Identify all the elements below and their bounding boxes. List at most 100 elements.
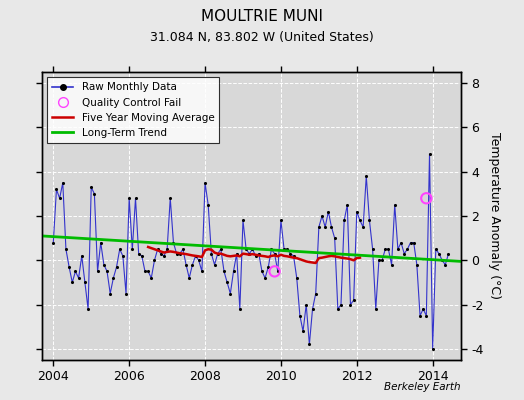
Point: [147, 275, 156, 281]
Point: [419, 306, 428, 312]
Point: [106, 290, 114, 297]
Point: [118, 253, 127, 259]
Point: [422, 195, 431, 202]
Point: [328, 224, 336, 230]
Point: [169, 239, 178, 246]
Point: [375, 257, 383, 264]
Point: [179, 246, 187, 252]
Point: [274, 268, 282, 274]
Point: [334, 306, 342, 312]
Text: 31.084 N, 83.802 W (United States): 31.084 N, 83.802 W (United States): [150, 31, 374, 44]
Point: [210, 262, 219, 268]
Point: [356, 217, 364, 224]
Point: [390, 202, 399, 208]
Point: [230, 268, 238, 274]
Point: [125, 195, 134, 202]
Point: [286, 250, 294, 257]
Point: [296, 312, 304, 319]
Point: [264, 264, 272, 270]
Point: [362, 173, 370, 179]
Point: [400, 250, 408, 257]
Point: [132, 195, 140, 202]
Point: [233, 250, 241, 257]
Point: [394, 246, 402, 252]
Point: [321, 224, 330, 230]
Text: MOULTRIE MUNI: MOULTRIE MUNI: [201, 9, 323, 24]
Point: [188, 262, 196, 268]
Point: [185, 275, 193, 281]
Point: [353, 208, 361, 215]
Point: [226, 290, 235, 297]
Point: [308, 306, 316, 312]
Point: [292, 275, 301, 281]
Point: [78, 253, 86, 259]
Y-axis label: Temperature Anomaly (°C): Temperature Anomaly (°C): [487, 132, 500, 300]
Point: [213, 250, 222, 257]
Point: [438, 257, 446, 264]
Point: [62, 246, 70, 252]
Point: [368, 246, 377, 252]
Point: [115, 246, 124, 252]
Point: [68, 279, 77, 286]
Point: [346, 302, 355, 308]
Point: [435, 250, 443, 257]
Point: [236, 306, 244, 312]
Point: [245, 250, 254, 257]
Point: [429, 346, 437, 352]
Point: [378, 257, 386, 264]
Point: [96, 239, 105, 246]
Point: [267, 246, 276, 252]
Point: [109, 275, 117, 281]
Point: [242, 246, 250, 252]
Point: [337, 302, 345, 308]
Point: [81, 279, 89, 286]
Point: [65, 264, 73, 270]
Point: [248, 246, 257, 252]
Point: [280, 246, 288, 252]
Point: [223, 279, 232, 286]
Point: [413, 262, 421, 268]
Point: [350, 297, 358, 303]
Point: [305, 341, 313, 348]
Point: [84, 306, 92, 312]
Point: [387, 262, 396, 268]
Point: [258, 268, 266, 274]
Point: [59, 180, 67, 186]
Point: [122, 290, 130, 297]
Point: [71, 268, 80, 274]
Point: [277, 217, 285, 224]
Point: [201, 180, 209, 186]
Point: [444, 250, 453, 257]
Point: [172, 250, 181, 257]
Point: [128, 246, 137, 252]
Point: [422, 312, 431, 319]
Point: [52, 186, 61, 193]
Point: [425, 151, 434, 157]
Point: [103, 268, 111, 274]
Point: [311, 290, 320, 297]
Point: [372, 306, 380, 312]
Point: [331, 235, 339, 241]
Point: [384, 246, 392, 252]
Point: [100, 262, 108, 268]
Point: [252, 253, 260, 259]
Point: [255, 250, 263, 257]
Point: [176, 250, 184, 257]
Point: [138, 253, 146, 259]
Point: [270, 250, 279, 257]
Point: [283, 246, 291, 252]
Point: [343, 202, 352, 208]
Point: [191, 253, 200, 259]
Point: [144, 268, 152, 274]
Point: [135, 250, 143, 257]
Point: [49, 239, 58, 246]
Point: [365, 217, 374, 224]
Point: [406, 239, 414, 246]
Point: [157, 250, 165, 257]
Point: [432, 246, 440, 252]
Point: [74, 275, 83, 281]
Legend: Raw Monthly Data, Quality Control Fail, Five Year Moving Average, Long-Term Tren: Raw Monthly Data, Quality Control Fail, …: [47, 77, 220, 143]
Point: [154, 246, 162, 252]
Point: [397, 239, 405, 246]
Point: [194, 257, 203, 264]
